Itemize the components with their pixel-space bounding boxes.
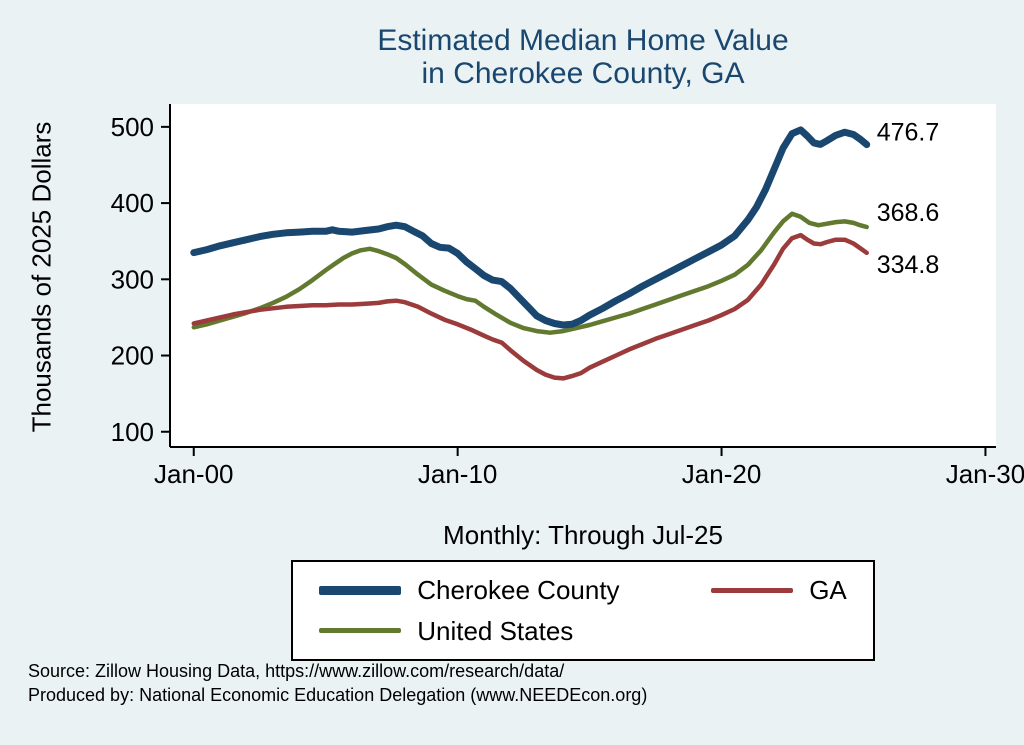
legend-swatch-ga	[711, 587, 794, 593]
y-tick-label: 100	[111, 417, 154, 447]
end-label-united-states: 368.6	[877, 199, 940, 227]
x-tick-label: Jan-20	[682, 459, 762, 489]
source-footer: Source: Zillow Housing Data, https://www…	[28, 660, 647, 708]
x-axis-subtitle: Monthly: Through Jul-25	[443, 520, 723, 550]
y-tick-label: 500	[111, 112, 154, 142]
series-united-states	[191, 211, 869, 335]
chart-title-line2: in Cherokee County, GA	[421, 57, 745, 90]
y-tick-label: 200	[111, 341, 154, 371]
legend-swatch-cherokee-county	[319, 585, 402, 595]
legend-item-ga: GA	[711, 574, 847, 607]
legend-label-cherokee-county: Cherokee County	[417, 575, 620, 605]
y-tick-label: 300	[111, 264, 154, 294]
x-tick-label: Jan-30	[946, 459, 1024, 489]
legend-label-united-states: United States	[417, 615, 574, 646]
chart-title-line1: Estimated Median Home Value	[377, 24, 789, 57]
legend: Cherokee County GA United States	[291, 560, 875, 661]
series-cherokee-county	[190, 126, 871, 329]
source-line: Source: Zillow Housing Data, https://www…	[28, 661, 565, 681]
x-tick-label: Jan-10	[418, 459, 498, 489]
legend-item-united-states: United States	[319, 615, 711, 648]
legend-wrap: Cherokee County GA United States	[170, 560, 996, 661]
legend-item-cherokee-county: Cherokee County	[319, 574, 711, 607]
y-axis-title: Thousands of 2025 Dollars	[26, 121, 57, 433]
chart-canvas: 100 200 300 400 500 Jan-00 Jan-10 Jan-20 Jan-30 3…	[111, 104, 1024, 489]
legend-label-ga: GA	[809, 575, 847, 605]
end-label-ga: 334.8	[877, 251, 940, 279]
plot-area	[170, 104, 996, 447]
legend-swatch-united-states	[319, 628, 402, 634]
x-tick-label: Jan-00	[154, 459, 234, 489]
chart-title: Estimated Median Home Value in Cherokee …	[170, 24, 996, 90]
series-ga	[191, 232, 869, 381]
y-tick-label: 400	[111, 188, 154, 218]
end-label-cherokee-county: 476.7	[877, 119, 940, 147]
produced-by-line: Produced by: National Economic Education…	[28, 684, 648, 705]
